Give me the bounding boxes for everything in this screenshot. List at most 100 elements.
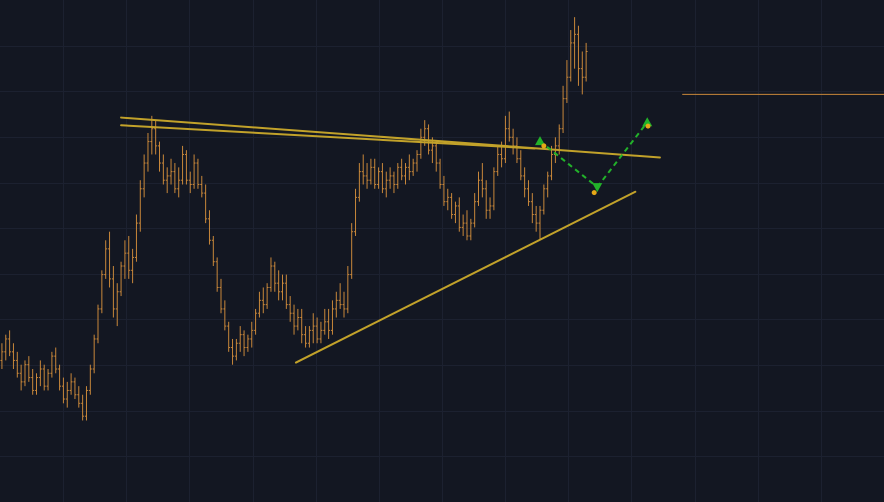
- ohlc-bar: [108, 231, 111, 288]
- ohlc-bar: [465, 210, 469, 241]
- ohlc-bar: [11, 343, 15, 369]
- ohlc-bar: [561, 85, 565, 134]
- buy-signal-icon: [642, 117, 653, 127]
- ohlc-bar: [519, 150, 523, 181]
- ohlc-bar: [65, 381, 69, 408]
- pivot-point: [541, 143, 547, 149]
- ohlc-bar: [453, 201, 457, 224]
- ohlc-bar: [238, 326, 242, 352]
- ohlc-bar: [496, 145, 500, 176]
- ohlc-bar: [565, 60, 569, 103]
- ohlc-bar: [277, 270, 281, 301]
- pivot-point: [645, 123, 651, 129]
- ohlc-bar: [127, 235, 131, 279]
- ohlc-bar: [392, 171, 396, 194]
- ohlc-bar: [69, 373, 73, 395]
- ohlc-bar: [61, 377, 65, 404]
- ohlc-bar: [250, 321, 254, 348]
- ohlc-bar: [92, 334, 96, 374]
- ohlc-bar: [377, 167, 381, 189]
- ohlc-bar: [323, 308, 327, 335]
- ohlc-bar: [350, 223, 354, 279]
- ohlc-bar: [523, 167, 527, 198]
- ohlc-bar: [104, 240, 108, 279]
- ohlc-bar: [450, 193, 454, 219]
- ohlc-bar: [300, 308, 304, 344]
- ohlc-bar: [373, 158, 377, 189]
- ohlc-bar: [265, 283, 269, 309]
- sell-signal-icon: [592, 183, 603, 193]
- ohlc-bar: [338, 283, 342, 309]
- ohlc-bar: [15, 351, 19, 378]
- ohlc-bar: [223, 300, 227, 331]
- signal-path: [539, 140, 598, 188]
- ohlc-bar: [396, 163, 400, 189]
- ohlc-bar: [342, 291, 346, 318]
- ohlc-bar: [146, 133, 150, 172]
- ohlc-bar: [584, 42, 588, 82]
- signal-path: [596, 121, 649, 188]
- signal-markers: [535, 117, 653, 196]
- ohlc-series: [0, 17, 588, 421]
- ohlc-bar: [273, 261, 277, 292]
- ohlc-bar: [154, 120, 158, 155]
- ohlc-bar: [96, 304, 100, 344]
- ohlc-bar: [331, 300, 334, 335]
- trendlines: [120, 116, 661, 364]
- ohlc-bar: [546, 171, 550, 198]
- ohlc-bar: [269, 257, 273, 292]
- ohlc-bar: [469, 218, 473, 241]
- ohlc-bar: [292, 304, 296, 335]
- ohlc-bar: [42, 364, 46, 391]
- ohlc-bar: [150, 115, 154, 155]
- ohlc-bar: [407, 154, 411, 181]
- ohlc-bar: [473, 193, 477, 228]
- ohlc-bar: [38, 360, 42, 387]
- ohlc-bar: [542, 184, 546, 215]
- ohlc-bar: [477, 171, 480, 206]
- ohlc-bar: [46, 368, 50, 391]
- ohlc-bar: [369, 158, 373, 185]
- ohlc-bar: [569, 30, 573, 82]
- ohlc-bar: [538, 205, 542, 241]
- ohlc-bar: [188, 171, 192, 194]
- ohlc-bar: [215, 257, 219, 292]
- ohlc-bar: [334, 291, 338, 318]
- ohlc-bar: [365, 163, 369, 189]
- ohlc-bar: [50, 351, 54, 378]
- ohlc-bar: [165, 167, 169, 194]
- ohlc-bar: [573, 17, 577, 69]
- ohlc-bar: [257, 291, 261, 318]
- ohlc-bar: [115, 283, 119, 327]
- ohlc-bar: [177, 167, 181, 198]
- ohlc-bar: [438, 158, 442, 189]
- trendline: [294, 190, 637, 364]
- ohlc-bar: [54, 347, 58, 374]
- ohlc-bar: [354, 188, 357, 236]
- ohlc-bar: [196, 158, 200, 189]
- ohlc-bar: [31, 368, 35, 395]
- buy-signal-icon: [535, 136, 546, 146]
- ohlc-bar: [419, 128, 423, 159]
- ohlc-bar: [534, 205, 538, 232]
- ohlc-bar: [311, 313, 315, 344]
- ohlc-bar: [234, 338, 238, 361]
- ohlc-bar: [58, 364, 62, 391]
- ohlc-bar: [400, 158, 404, 181]
- ohlc-bar: [200, 175, 204, 198]
- ohlc-bar: [296, 308, 300, 331]
- ohlc-bar: [288, 296, 292, 322]
- ohlc-bar: [411, 158, 415, 176]
- ohlc-bar: [123, 240, 127, 279]
- ohlc-bar: [161, 154, 165, 185]
- ohlc-bar: [507, 111, 511, 142]
- ohlc-bar: [404, 163, 407, 185]
- ohlc-bar: [231, 338, 234, 365]
- ohlc-bar: [192, 154, 196, 189]
- ohlc-bar: [254, 308, 258, 335]
- ohlc-bar: [457, 197, 461, 232]
- ohlc-bar: [8, 330, 12, 357]
- ohlc-bar: [304, 326, 308, 348]
